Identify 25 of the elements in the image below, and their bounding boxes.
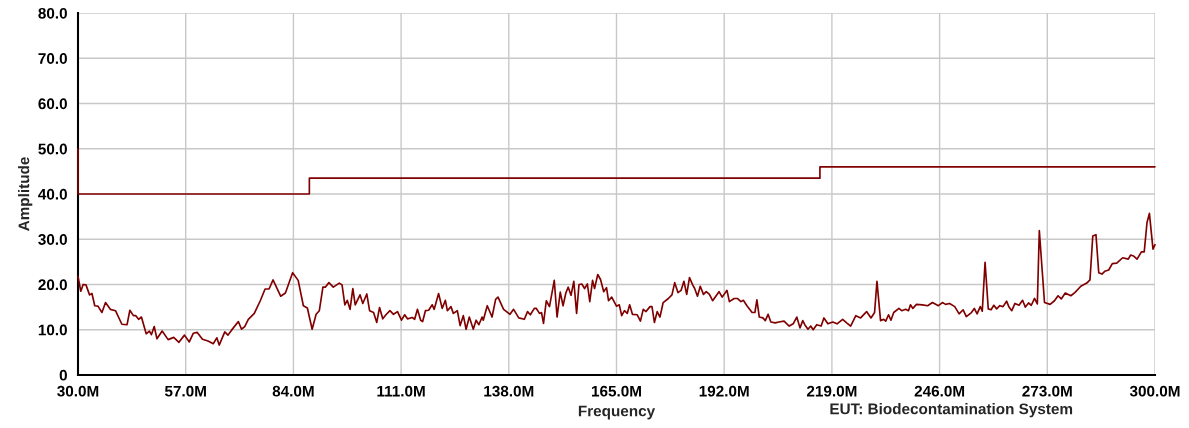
x-tick-label: 57.0M xyxy=(164,385,206,397)
x-tick-label: 273.0M xyxy=(1022,385,1072,397)
x-tick-label: 192.0M xyxy=(699,385,749,397)
x-tick-label: 246.0M xyxy=(914,385,965,397)
line-series xyxy=(77,212,1156,346)
y-tick-label: 0 xyxy=(59,369,67,381)
y-tick-label: 60.0 xyxy=(38,98,67,110)
x-tick-label: 138.0M xyxy=(484,385,534,397)
x-tick-label: 165.0M xyxy=(591,385,641,397)
x-axis-title: Frequency xyxy=(578,405,656,420)
x-tick-label: 30.0M xyxy=(57,385,99,397)
y-tick-label: 30.0 xyxy=(38,234,67,245)
line-series xyxy=(77,147,1156,195)
x-tick-label: 219.0M xyxy=(806,385,857,397)
x-tick-label: 300.0M xyxy=(1129,385,1180,397)
y-tick-label: 70.0 xyxy=(38,53,67,64)
y-axis-title: Amplitude xyxy=(18,157,33,231)
y-tick-label: 10.0 xyxy=(38,324,67,336)
y-tick-label: 40.0 xyxy=(38,188,67,200)
y-tick-label: 80.0 xyxy=(38,7,67,19)
y-tick-label: 20.0 xyxy=(38,279,67,291)
x-tick-label: 84.0M xyxy=(272,385,314,397)
text: EUT: Biodecontamination System xyxy=(830,403,1073,418)
x-tick-label: 111.0M xyxy=(377,385,425,397)
y-tick-label: 50.0 xyxy=(38,143,67,155)
